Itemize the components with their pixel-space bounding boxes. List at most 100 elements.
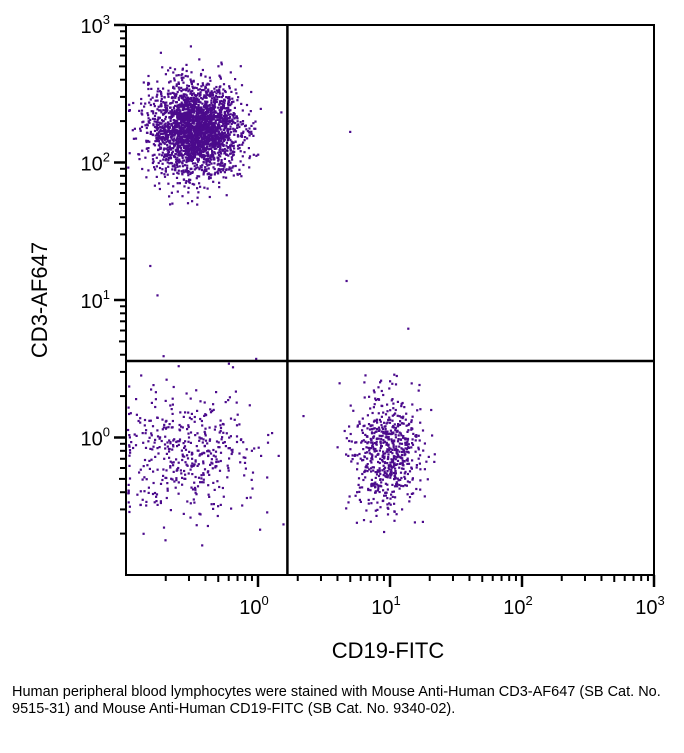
data-point xyxy=(226,122,229,125)
data-point xyxy=(143,424,146,427)
data-point xyxy=(393,478,396,481)
data-point xyxy=(142,81,145,84)
data-point xyxy=(159,147,162,150)
data-point xyxy=(213,162,216,165)
data-point xyxy=(236,173,239,176)
data-point xyxy=(230,122,233,125)
data-point xyxy=(198,95,201,98)
data-point xyxy=(180,139,183,142)
data-point xyxy=(169,66,172,69)
data-point xyxy=(187,151,190,154)
data-point xyxy=(373,403,376,406)
data-point xyxy=(198,106,201,109)
data-point xyxy=(246,130,249,133)
data-point xyxy=(364,476,367,479)
data-point xyxy=(191,162,195,165)
data-point xyxy=(143,458,147,462)
data-point xyxy=(212,136,215,139)
data-point xyxy=(238,147,241,150)
data-point xyxy=(371,466,374,469)
data-point xyxy=(175,109,179,112)
data-point xyxy=(153,129,157,132)
data-point xyxy=(392,431,395,434)
data-point xyxy=(188,159,191,162)
data-point xyxy=(177,160,180,163)
data-point xyxy=(171,461,174,464)
data-point xyxy=(166,92,169,95)
data-point xyxy=(229,109,232,112)
data-point xyxy=(184,131,188,134)
data-point xyxy=(367,446,370,449)
data-point xyxy=(396,414,399,417)
data-point xyxy=(219,75,222,78)
data-point xyxy=(419,454,422,457)
data-point xyxy=(187,90,190,93)
data-point xyxy=(210,131,214,134)
data-point xyxy=(161,478,164,482)
data-point xyxy=(206,187,209,190)
data-point xyxy=(185,97,189,100)
data-point xyxy=(195,389,198,392)
data-point xyxy=(222,431,225,434)
data-point xyxy=(228,160,231,163)
data-point xyxy=(191,457,194,460)
data-point xyxy=(229,145,232,149)
data-point xyxy=(216,480,219,483)
data-point xyxy=(231,101,234,104)
data-point xyxy=(368,452,371,455)
data-point xyxy=(212,144,215,147)
data-point xyxy=(212,108,216,111)
data-point xyxy=(235,116,238,119)
data-point xyxy=(208,495,211,498)
data-point xyxy=(169,147,172,150)
data-point xyxy=(172,71,175,74)
data-point xyxy=(190,418,193,421)
data-point xyxy=(164,128,167,131)
data-point xyxy=(410,420,413,424)
data-point xyxy=(164,136,167,140)
data-point xyxy=(200,169,204,172)
data-point xyxy=(401,457,404,460)
data-point xyxy=(204,75,207,78)
data-point xyxy=(238,143,241,147)
data-point xyxy=(176,125,179,128)
data-point xyxy=(199,185,202,188)
data-point xyxy=(383,455,386,458)
data-point xyxy=(145,140,148,144)
data-point xyxy=(170,137,173,140)
data-point xyxy=(379,472,382,476)
data-point xyxy=(212,503,215,506)
data-point xyxy=(201,424,204,427)
data-point xyxy=(164,115,167,118)
data-point xyxy=(185,392,188,395)
data-point xyxy=(179,103,182,107)
y-tick-label: 103 xyxy=(81,12,110,38)
data-point xyxy=(190,115,193,118)
data-point xyxy=(156,416,159,419)
data-point xyxy=(149,130,152,133)
data-point xyxy=(336,446,339,449)
data-point xyxy=(159,501,162,505)
data-point xyxy=(183,100,186,103)
data-point xyxy=(186,202,190,205)
data-point xyxy=(410,446,413,449)
data-point xyxy=(400,484,403,487)
data-point xyxy=(361,417,364,420)
data-point xyxy=(349,432,352,436)
data-point xyxy=(163,101,166,104)
data-point xyxy=(232,165,235,168)
data-point xyxy=(371,411,374,415)
data-point xyxy=(367,502,370,505)
data-point xyxy=(183,455,186,458)
data-point xyxy=(397,438,400,441)
data-point xyxy=(190,152,193,155)
data-point xyxy=(145,429,148,432)
data-point xyxy=(377,452,380,455)
data-point xyxy=(404,437,408,440)
data-point xyxy=(205,168,208,171)
data-point xyxy=(170,148,173,151)
data-point xyxy=(229,417,233,420)
data-point xyxy=(198,167,201,170)
data-point xyxy=(159,90,163,94)
data-point xyxy=(422,449,425,452)
